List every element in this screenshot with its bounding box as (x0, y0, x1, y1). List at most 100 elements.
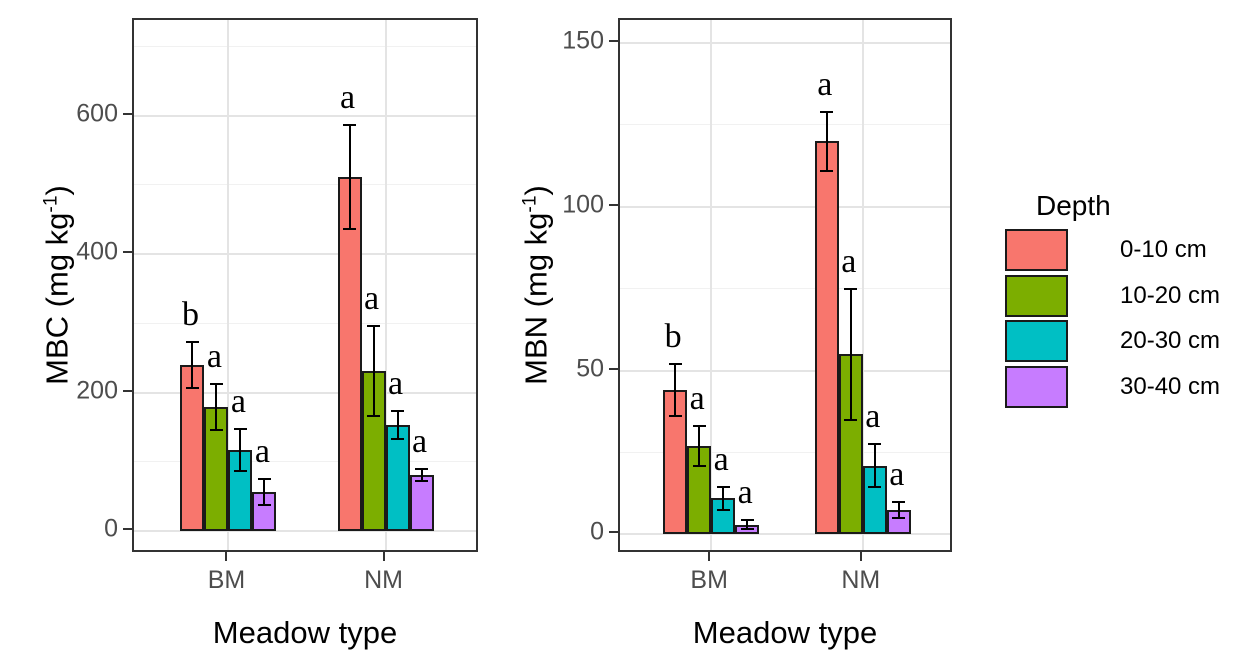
x-tick-label-nm: NM (841, 566, 881, 594)
x-tick-label-bm: BM (690, 566, 728, 594)
error-bar-cap (391, 410, 405, 413)
significance-letter: a (411, 422, 428, 460)
significance-letter: a (339, 79, 356, 117)
bar-0-10cm-NM (337, 177, 362, 532)
error-bar (420, 468, 423, 482)
y-axis-tick (123, 389, 132, 392)
minor-gridline (134, 461, 476, 463)
x-axis-title: Meadow type (692, 615, 878, 650)
y-axis-tick (123, 251, 132, 254)
error-bar-cap (868, 443, 882, 446)
legend-swatch-20-30cm (1005, 320, 1068, 363)
major-vgridline (227, 20, 230, 550)
significance-letter: a (737, 473, 753, 511)
error-bar (698, 426, 701, 466)
significance-letter: a (230, 383, 246, 421)
x-axis-tick (382, 552, 385, 561)
error-bar-cap (892, 516, 906, 519)
significance-letter: a (387, 365, 404, 403)
y-axis-tick (609, 367, 618, 370)
significance-letter: b (181, 296, 199, 334)
bar-30-40cm-BM (252, 491, 277, 532)
error-bar-cap (868, 485, 882, 488)
error-bar-cap (391, 438, 405, 441)
plot-panel-mbc (132, 18, 478, 552)
error-bar (849, 288, 852, 420)
error-bar-cap (716, 508, 730, 511)
bar-30-40cm-NM (409, 475, 434, 532)
minor-gridline (134, 45, 476, 47)
x-axis-tick (859, 552, 862, 561)
legend-swatch-10-20cm (1005, 274, 1068, 317)
major-gridline (134, 530, 476, 533)
major-gridline (620, 369, 950, 372)
error-bar-cap (820, 110, 834, 113)
significance-letter: a (689, 380, 705, 418)
significance-letter: a (817, 65, 833, 103)
error-bar-cap (343, 228, 357, 231)
bar-0-10cm-BM (180, 364, 205, 532)
error-bar (215, 384, 218, 430)
error-bar (746, 519, 749, 530)
legend-label-20-30cm: 20-30 cm (1120, 327, 1221, 355)
error-bar (372, 326, 375, 417)
error-bar-cap (185, 341, 199, 344)
y-tick-label: 400 (76, 237, 118, 266)
major-gridline (620, 205, 950, 208)
error-bar-cap (233, 469, 247, 472)
legend-label-0-10cm: 0-10 cm (1120, 236, 1207, 263)
error-bar (396, 411, 399, 440)
significance-letter: a (841, 242, 857, 280)
error-bar (263, 478, 266, 505)
significance-letter: a (206, 338, 222, 376)
error-bar-cap (892, 500, 906, 503)
y-axis-tick (609, 531, 618, 534)
major-vgridline (384, 20, 387, 550)
y-axis-tick (609, 39, 618, 42)
legend-title: Depth (1036, 190, 1111, 221)
y-axis-title: MBN (mg kg-1) (518, 185, 554, 385)
error-bar-cap (233, 428, 247, 431)
minor-gridline (134, 184, 476, 186)
y-tick-label: 50 (576, 354, 604, 383)
significance-letter: a (363, 280, 380, 318)
error-bar-cap (367, 415, 381, 418)
error-bar (897, 501, 900, 518)
error-bar (239, 429, 242, 471)
minor-gridline (620, 124, 950, 126)
bar-20-30cm-NM (385, 425, 410, 532)
bar-0-10cm-NM (814, 141, 839, 535)
x-axis-tick (708, 552, 711, 561)
significance-letter: a (254, 432, 270, 470)
error-bar-cap (257, 477, 271, 480)
error-bar (722, 486, 725, 510)
major-gridline (134, 114, 476, 117)
error-bar-cap (415, 480, 429, 483)
y-axis-tick (123, 528, 132, 531)
legend-swatch-0-10cm (1005, 229, 1068, 271)
major-gridline (620, 41, 950, 44)
y-axis-title: MBC (mg kg-1) (39, 185, 75, 385)
error-bar-cap (668, 362, 682, 365)
error-bar-cap (185, 386, 199, 389)
x-tick-label-bm: BM (207, 566, 246, 594)
legend-label-10-20cm: 10-20 cm (1120, 281, 1221, 309)
error-bar-cap (844, 287, 858, 290)
error-bar-cap (209, 383, 223, 386)
error-bar (825, 111, 828, 171)
error-bar (348, 125, 351, 230)
minor-gridline (134, 322, 476, 324)
error-bar (191, 342, 194, 388)
y-tick-label: 600 (76, 99, 118, 128)
x-axis-title: Meadow type (212, 615, 398, 650)
significance-letter: b (664, 317, 682, 355)
y-axis-tick (123, 112, 132, 115)
error-bar-cap (257, 503, 271, 506)
y-axis-tick (609, 203, 618, 206)
legend-swatch-30-40cm (1005, 366, 1068, 409)
minor-gridline (620, 288, 950, 290)
error-bar-cap (716, 485, 730, 488)
error-bar-cap (343, 124, 357, 127)
minor-gridline (620, 451, 950, 453)
significance-letter: a (713, 440, 729, 478)
